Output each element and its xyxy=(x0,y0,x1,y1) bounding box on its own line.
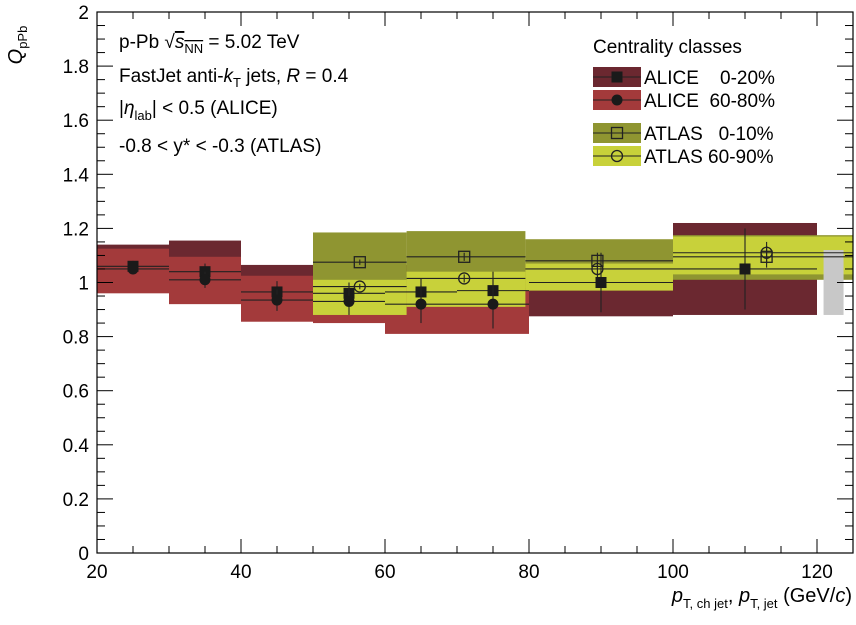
marker-1-0 xyxy=(127,263,139,275)
legend-label-0: ALICE 0-20% xyxy=(644,68,775,89)
y-axis: 0 0.2 0.4 0.6 0.8 1 1.2 1.4 1.6 1.8 2 xyxy=(63,3,853,565)
data-points xyxy=(97,228,853,329)
marker-3-1 xyxy=(458,272,471,285)
marker-3-3 xyxy=(760,246,773,259)
y-tick-label: 2 xyxy=(78,3,89,24)
marker-2-1 xyxy=(458,250,471,263)
x-tick-label: 80 xyxy=(518,562,539,583)
sys-box-3-3 xyxy=(673,236,853,275)
marker-1-4 xyxy=(415,298,427,310)
y-tick-label: 0.6 xyxy=(63,382,89,403)
y-tick-label: 1.8 xyxy=(63,57,89,78)
x-axis: 20 40 60 80 100 120 xyxy=(86,12,854,583)
legend-label-3: ATLAS 60-90% xyxy=(644,147,774,168)
legend-marker-0 xyxy=(611,71,623,83)
x-tick-label: 60 xyxy=(374,562,395,583)
legend-label-2: ATLAS 0-10% xyxy=(644,124,774,145)
x-axis-label: pT, ch jet, pT, jet (GeV/c) xyxy=(671,585,852,611)
x-tick-label: 40 xyxy=(230,562,251,583)
legend-marker-3 xyxy=(610,149,624,163)
marker-2-0 xyxy=(353,256,366,269)
y-tick-label: 1.2 xyxy=(63,219,89,240)
marker-1-2 xyxy=(271,294,283,306)
x-tick-label: 100 xyxy=(657,562,689,583)
y-tick-label: 0.2 xyxy=(63,490,89,511)
y-tick-label: 0.4 xyxy=(63,436,90,457)
marker-1-1 xyxy=(199,274,211,286)
marker-1-3 xyxy=(343,295,355,307)
annotation-rapidity-range: -0.8 < y* < -0.3 (ATLAS) xyxy=(119,136,321,157)
y-tick-label: 0.8 xyxy=(63,328,89,349)
marker-3-2 xyxy=(591,262,604,276)
legend-marker-1 xyxy=(611,94,623,106)
legend: Centrality classes ALICE 0-20%ALICE 60-8… xyxy=(593,37,775,168)
normalization-uncertainty xyxy=(823,250,844,315)
marker-0-6 xyxy=(595,277,607,288)
annotation-eta-range: |ηlab| < 0.5 (ALICE) xyxy=(119,98,278,123)
annotation-text: p-Pb √sNN = 5.02 TeV FastJet anti-kT jet… xyxy=(119,32,349,157)
marker-0-7 xyxy=(739,263,751,275)
y-tick-label: 1.4 xyxy=(63,165,90,186)
y-tick-label: 1 xyxy=(78,274,89,295)
legend-marker-2 xyxy=(610,126,624,140)
marker-3-0 xyxy=(353,280,366,293)
annotation-jet-algorithm: FastJet anti-kT jets, R = 0.4 xyxy=(119,66,349,90)
x-tick-label: 120 xyxy=(801,562,833,583)
legend-title: Centrality classes xyxy=(593,37,742,58)
x-tick-label: 20 xyxy=(86,562,107,583)
normalization-box xyxy=(823,250,844,315)
legend-label-1: ALICE 60-80% xyxy=(644,91,775,112)
y-tick-label: 0 xyxy=(78,544,89,565)
y-tick-label: 1.6 xyxy=(63,111,89,132)
annotation-collision: p-Pb √sNN = 5.02 TeV xyxy=(119,32,300,56)
marker-1-5 xyxy=(487,298,499,310)
y-axis-label: QpPb xyxy=(5,26,30,65)
